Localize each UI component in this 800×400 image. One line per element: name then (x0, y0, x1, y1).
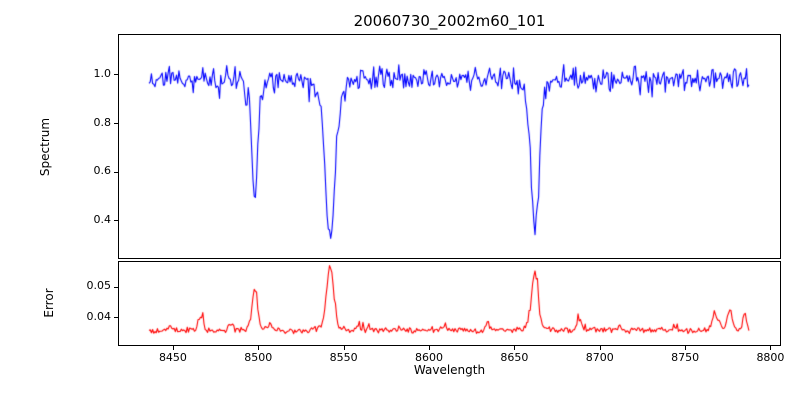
spectrum-line-canvas (119, 35, 780, 258)
error-plot-area (118, 261, 781, 346)
spectrum-y-axis-label: Spectrum (38, 117, 52, 177)
x-tick-mark (343, 346, 345, 350)
y-tick-label: 1.0 (93, 66, 112, 80)
x-tick-mark (770, 346, 772, 350)
x-tick-mark (258, 346, 260, 350)
error-y-axis-label: Error (42, 288, 56, 318)
x-tick-label: 8800 (756, 351, 785, 364)
y-tick-label: 0.4 (93, 212, 112, 226)
x-tick-label: 8650 (500, 351, 529, 364)
x-tick-label: 8500 (244, 351, 273, 364)
x-tick-label: 8450 (158, 351, 187, 364)
y-tick-label: 0.04 (86, 309, 112, 323)
y-tick-mark (114, 317, 118, 319)
x-tick-label: 8550 (329, 351, 358, 364)
y-tick-mark (114, 286, 118, 288)
y-tick-label: 0.05 (86, 279, 112, 293)
y-tick-mark (114, 74, 118, 76)
x-tick-mark (514, 346, 516, 350)
x-tick-mark (599, 346, 601, 350)
x-tick-label: 8750 (671, 351, 700, 364)
chart-title: 20060730_2002m60_101 (353, 12, 546, 30)
x-axis-label: Wavelength (413, 363, 486, 377)
x-tick-mark (685, 346, 687, 350)
error-line-canvas (119, 262, 780, 345)
y-tick-label: 0.6 (93, 164, 112, 178)
y-tick-mark (114, 171, 118, 173)
x-tick-label: 8600 (415, 351, 443, 364)
y-tick-mark (114, 220, 118, 222)
y-tick-label: 0.8 (93, 115, 112, 129)
y-tick-mark (114, 123, 118, 125)
x-tick-label: 8700 (585, 351, 614, 364)
spectrum-plot-area (118, 34, 781, 259)
x-tick-mark (172, 346, 174, 350)
x-tick-mark (429, 346, 430, 350)
